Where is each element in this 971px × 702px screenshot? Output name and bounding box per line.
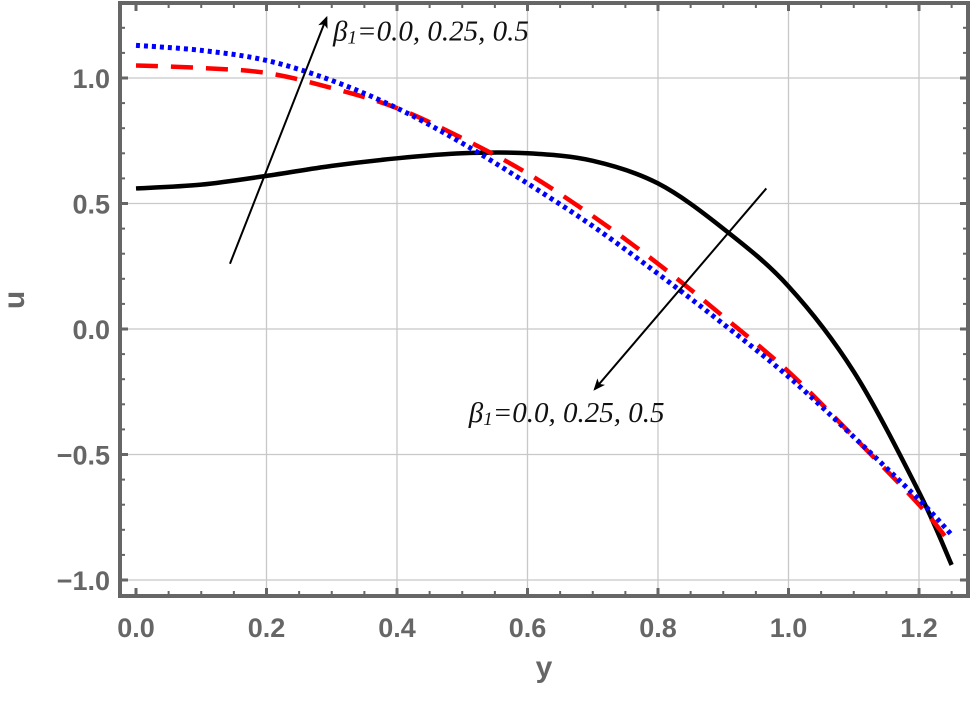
- series-line: [135, 150, 954, 566]
- x-tick-label: 0.6: [509, 613, 547, 643]
- tick-labels: 0.0 0.2 0.4 0.6 0.8 1.0 1.2 −1.0 −0.5 0.0 0.5 1.0: [57, 64, 938, 643]
- annotations: β1=0.0, 0.25, 0.5 β1=0.0, 0.25, 0.5: [229, 15, 768, 430]
- x-tick-label: 1.0: [770, 613, 808, 643]
- series-line: [135, 63, 954, 547]
- axis-ticks: [120, 3, 968, 596]
- data-series: [135, 42, 954, 566]
- grid-lines: [120, 3, 968, 596]
- x-tick-label: 0.4: [378, 613, 416, 643]
- x-tick-label: 1.2: [900, 613, 938, 643]
- y-tick-label: 0.0: [72, 315, 110, 345]
- annotation-arrow: [229, 15, 328, 265]
- plot-frame: [118, 1, 970, 598]
- x-tick-label: 0.2: [248, 613, 286, 643]
- x-tick-label: 0.0: [117, 613, 155, 643]
- series-line: [135, 42, 954, 537]
- x-axis-label: y: [536, 651, 553, 684]
- y-axis-label: u: [0, 291, 31, 309]
- y-tick-label: 0.5: [72, 190, 110, 220]
- y-tick-label: 1.0: [72, 64, 110, 94]
- annotation-label: β1=0.0, 0.25, 0.5: [332, 15, 529, 48]
- annotation-arrow: [593, 187, 768, 391]
- y-tick-label: −0.5: [57, 441, 110, 471]
- x-tick-label: 0.8: [639, 613, 677, 643]
- y-tick-label: −1.0: [57, 566, 110, 596]
- annotation-label: β1=0.0, 0.25, 0.5: [468, 397, 665, 430]
